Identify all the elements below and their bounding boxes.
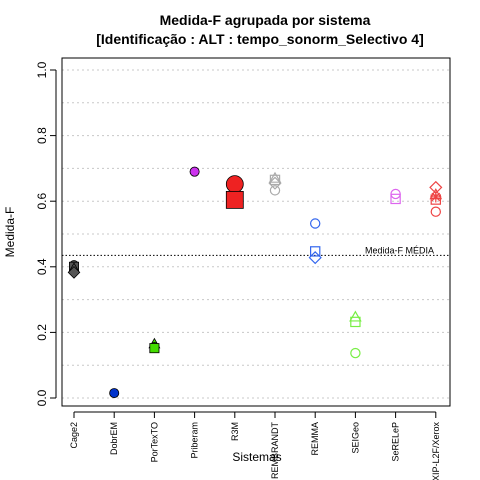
chart-subtitle: [Identificação : ALT : tempo_sonorm_Sele…	[96, 31, 424, 47]
data-point-diamond	[67, 266, 81, 279]
x-tick-label: SeRELeP	[391, 422, 401, 462]
x-tick-label: SEIGeo	[350, 422, 360, 454]
points-layer	[67, 166, 443, 399]
y-tick-label: 0.0	[35, 389, 49, 406]
x-tick-label: PorTexTO	[149, 422, 159, 462]
y-tick-label: 0.6	[35, 193, 49, 210]
x-tick-label: DobrEM	[109, 422, 119, 455]
data-point-diamond	[268, 176, 282, 190]
data-point-square	[225, 190, 244, 209]
data-point-circle	[225, 175, 244, 194]
x-tick-label: Cage2	[69, 422, 79, 449]
data-point-triangle	[268, 171, 282, 183]
data-point-square	[350, 316, 361, 328]
data-point-circle	[350, 347, 361, 359]
chart-title: Medida-F agrupada por sistema	[160, 12, 371, 28]
data-point-square	[149, 343, 160, 354]
y-tick-label: 0.2	[35, 324, 49, 341]
x-tick-label: XIP-L2F/Xerox	[431, 422, 441, 480]
data-point-circle	[310, 218, 321, 229]
average-reference-label: Medida-F MÉDIA	[365, 245, 434, 255]
data-point-star-stroke	[431, 192, 441, 202]
data-point-circle	[269, 185, 281, 196]
data-point-star	[430, 191, 442, 203]
data-point-square	[430, 194, 442, 205]
x-axis-label: Sistemas	[232, 450, 281, 464]
x-tick-label: Priberam	[190, 422, 200, 459]
plot-border	[61, 57, 451, 407]
data-point-circle	[109, 388, 120, 399]
x-tick-label: R3M	[230, 422, 240, 441]
reference-layer: Medida-F MÉDIA	[62, 245, 450, 256]
y-tick-label: 0.8	[35, 127, 49, 144]
y-tick-label: 1.0	[35, 61, 49, 78]
data-point-triangle	[349, 310, 362, 322]
y-axis: 0.0 0.2 0.4 0.6 0.8 1.0	[35, 61, 57, 406]
x-axis: Cage2 DobrEM PorTexTO Priberam R3M REMBRANDT R…	[69, 411, 441, 480]
x-tick-label: REMMA	[310, 422, 320, 456]
data-point-circle	[430, 206, 441, 217]
data-point-circle	[189, 166, 200, 177]
data-point-square	[269, 174, 281, 186]
x-tick-label: REMBRANDT	[270, 422, 280, 480]
data-point-diamond	[308, 251, 322, 265]
y-axis-label: Medida-F	[3, 207, 17, 258]
y-tick-label: 0.4	[35, 258, 49, 275]
data-point-square	[390, 193, 401, 205]
data-point-square	[310, 246, 321, 257]
